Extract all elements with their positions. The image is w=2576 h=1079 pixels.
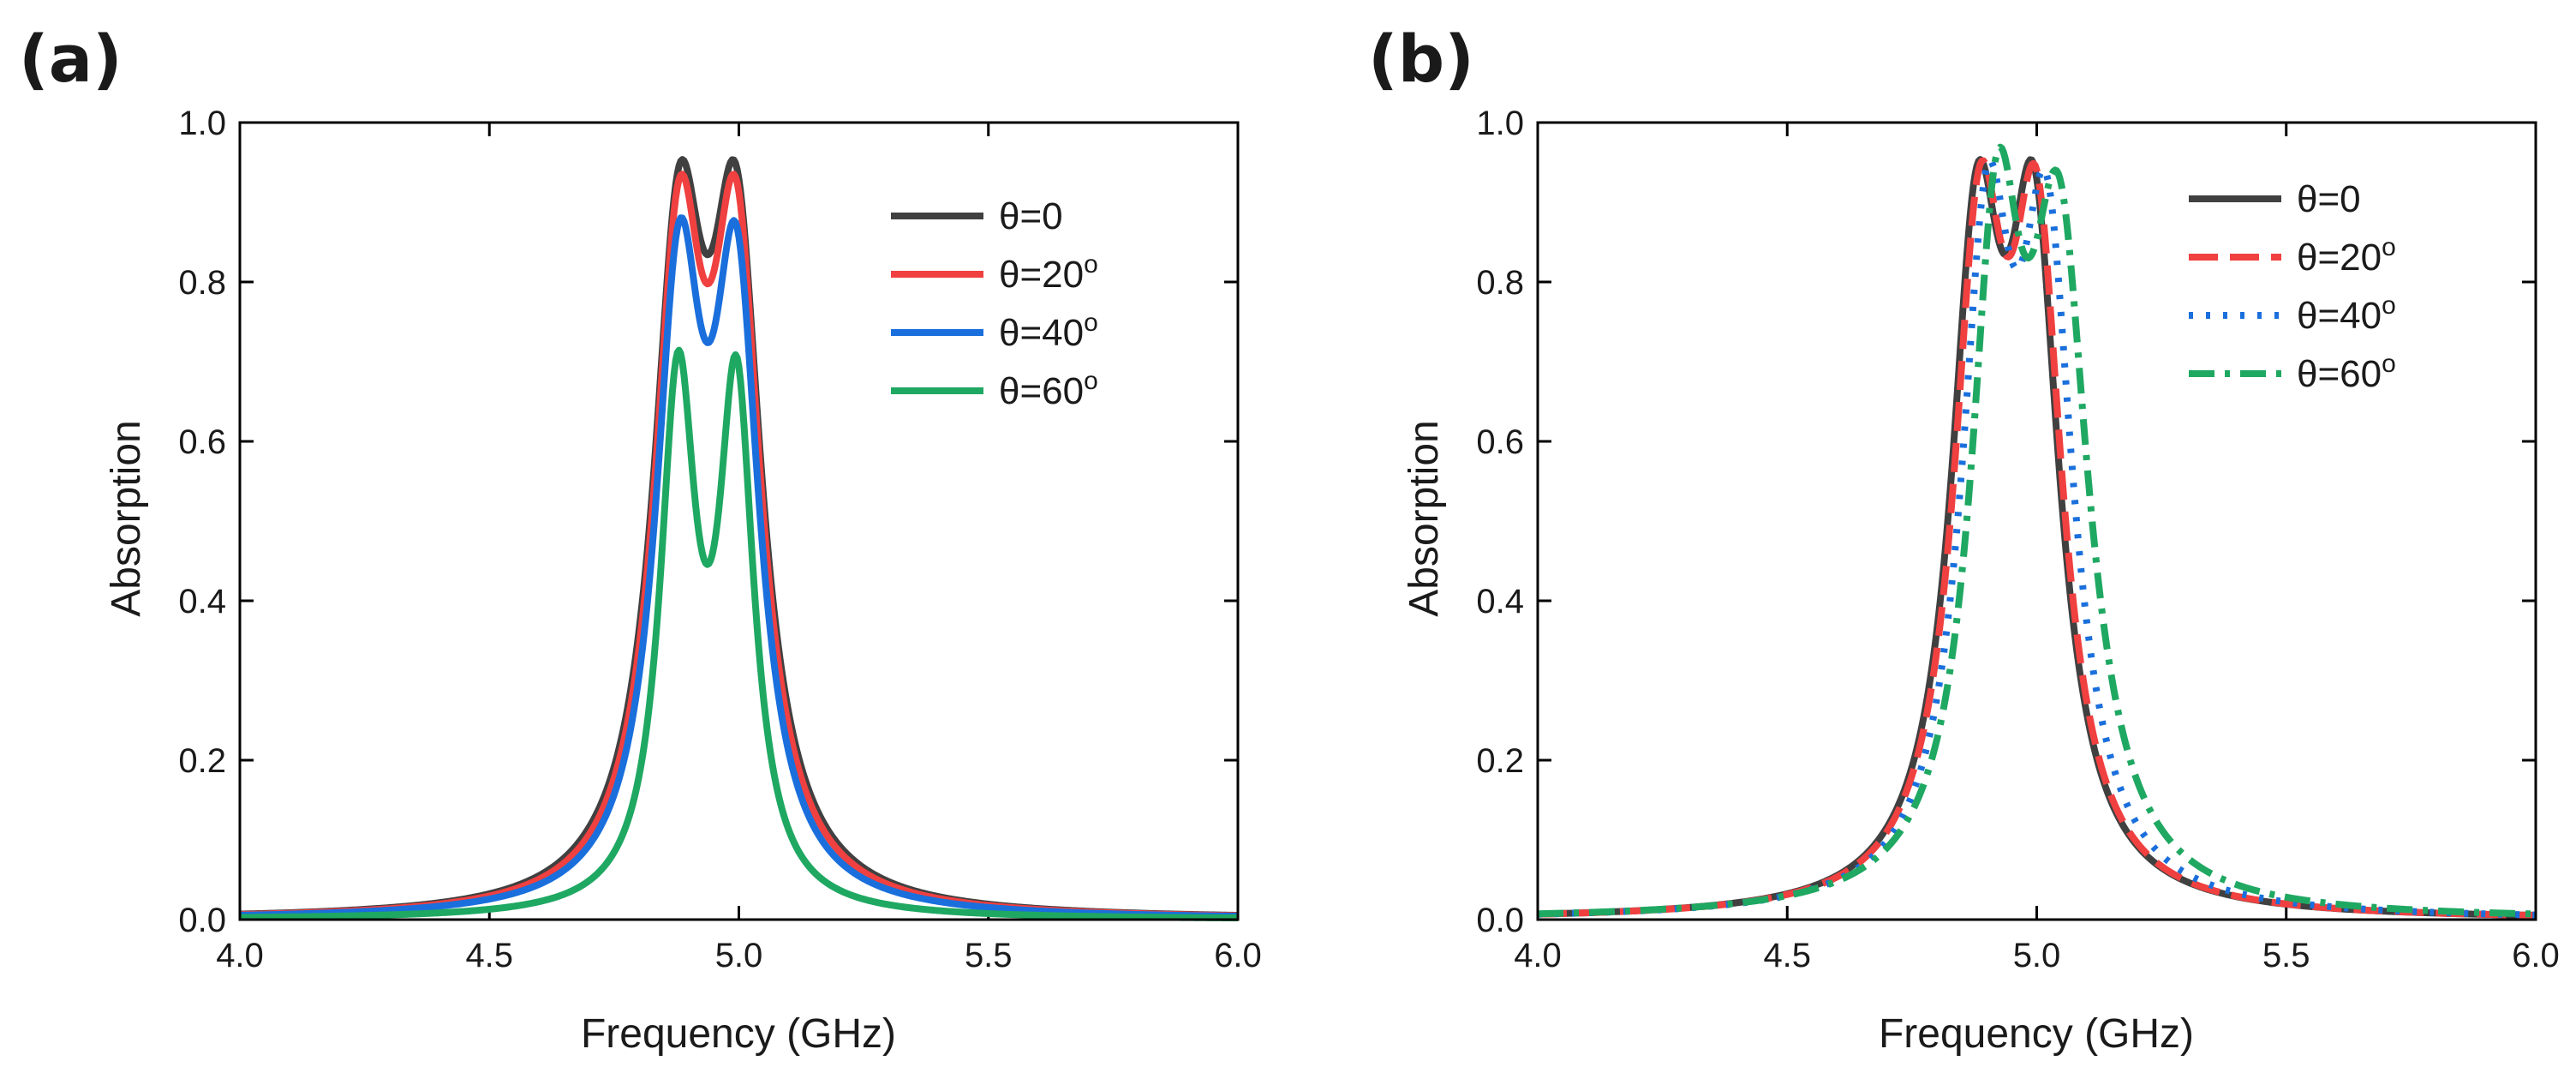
y-tick-label: 1.0 — [178, 105, 226, 142]
y-tick-label: 0.8 — [1476, 264, 1524, 302]
plot-frame-a — [238, 121, 1240, 921]
x-tick-label: 5.5 — [965, 937, 1013, 974]
y-tick-label: 0.4 — [178, 583, 226, 620]
x-tick-label: 4.0 — [216, 937, 264, 974]
legend-degree-superscript: o — [2382, 291, 2396, 320]
series-line-a-3 — [237, 346, 1240, 922]
y-tick-label: 0.2 — [1476, 742, 1524, 780]
legend-label-2: θ=40o — [2297, 291, 2396, 337]
plot-frame-b — [1536, 121, 2537, 921]
series-group-b — [1535, 143, 2538, 920]
legend-label-text: θ=20 — [999, 254, 1084, 296]
y-tick-label: 0.6 — [178, 423, 226, 461]
legend-label-2: θ=40o — [999, 309, 1098, 354]
legend-label-text: θ=40 — [999, 312, 1084, 354]
series-line-b-3 — [1535, 143, 2538, 918]
x-axis-title-a: Frequency (GHz) — [581, 1011, 896, 1057]
x-tick-label: 4.5 — [465, 937, 513, 974]
legend-label-0: θ=0 — [2297, 178, 2361, 220]
legend-label-text: θ=60 — [2297, 353, 2382, 395]
axis-ticks-a: 4.0 4.5 5.0 5.5 6.0 0.0 0.2 0.4 0.6 0.8 1.0 — [178, 105, 1261, 974]
y-tick-label: 0.0 — [1476, 902, 1524, 939]
x-axis-title-b: Frequency (GHz) — [1879, 1011, 2194, 1057]
legend-label-text: θ=60 — [999, 370, 1084, 412]
legend-label-3: θ=60o — [999, 367, 1098, 412]
x-tick-label: 6.0 — [1214, 937, 1262, 974]
x-tick-label: 6.0 — [2512, 937, 2560, 974]
legend-label-text: θ=0 — [999, 195, 1063, 237]
legend-degree-superscript: o — [1084, 250, 1098, 279]
x-tick-label: 5.0 — [715, 937, 763, 974]
legend-degree-superscript: o — [2382, 350, 2396, 378]
y-tick-label: 0.6 — [1476, 423, 1524, 461]
legend-label-3: θ=60o — [2297, 350, 2396, 395]
y-axis-title-a: Absorption — [104, 420, 149, 616]
chart-panel-a: (a) Absorption Frequency (GHz) 4.0 4.5 5.0… — [19, 21, 1262, 1057]
series-group-a — [237, 156, 1240, 922]
legend-label-1: θ=20o — [999, 250, 1098, 296]
y-tick-label: 0.0 — [178, 902, 226, 939]
legend-degree-superscript: o — [2382, 233, 2396, 261]
legend-label-text: θ=0 — [2297, 178, 2361, 220]
x-tick-label: 4.0 — [1514, 937, 1562, 974]
panel-label-b: (b) — [1368, 21, 1474, 97]
x-tick-label: 5.5 — [2262, 937, 2310, 974]
chart-panel-b: (b) Absorption Frequency (GHz) 4.0 4.5 5.0… — [1368, 21, 2560, 1057]
y-tick-label: 1.0 — [1476, 105, 1524, 142]
legend-label-1: θ=20o — [2297, 233, 2396, 279]
legend-degree-superscript: o — [1084, 367, 1098, 395]
y-tick-label: 0.8 — [178, 264, 226, 302]
y-tick-label: 0.4 — [1476, 583, 1524, 620]
x-tick-label: 5.0 — [2013, 937, 2061, 974]
series-line-a-2 — [237, 214, 1240, 920]
legend-degree-superscript: o — [1084, 309, 1098, 337]
legend-label-text: θ=40 — [2297, 295, 2382, 337]
panel-label-a: (a) — [19, 21, 123, 97]
x-tick-label: 4.5 — [1763, 937, 1811, 974]
y-axis-title-b: Absorption — [1402, 420, 1447, 616]
legend-label-0: θ=0 — [999, 195, 1063, 237]
y-tick-label: 0.2 — [178, 742, 226, 780]
legend-label-text: θ=20 — [2297, 237, 2382, 279]
